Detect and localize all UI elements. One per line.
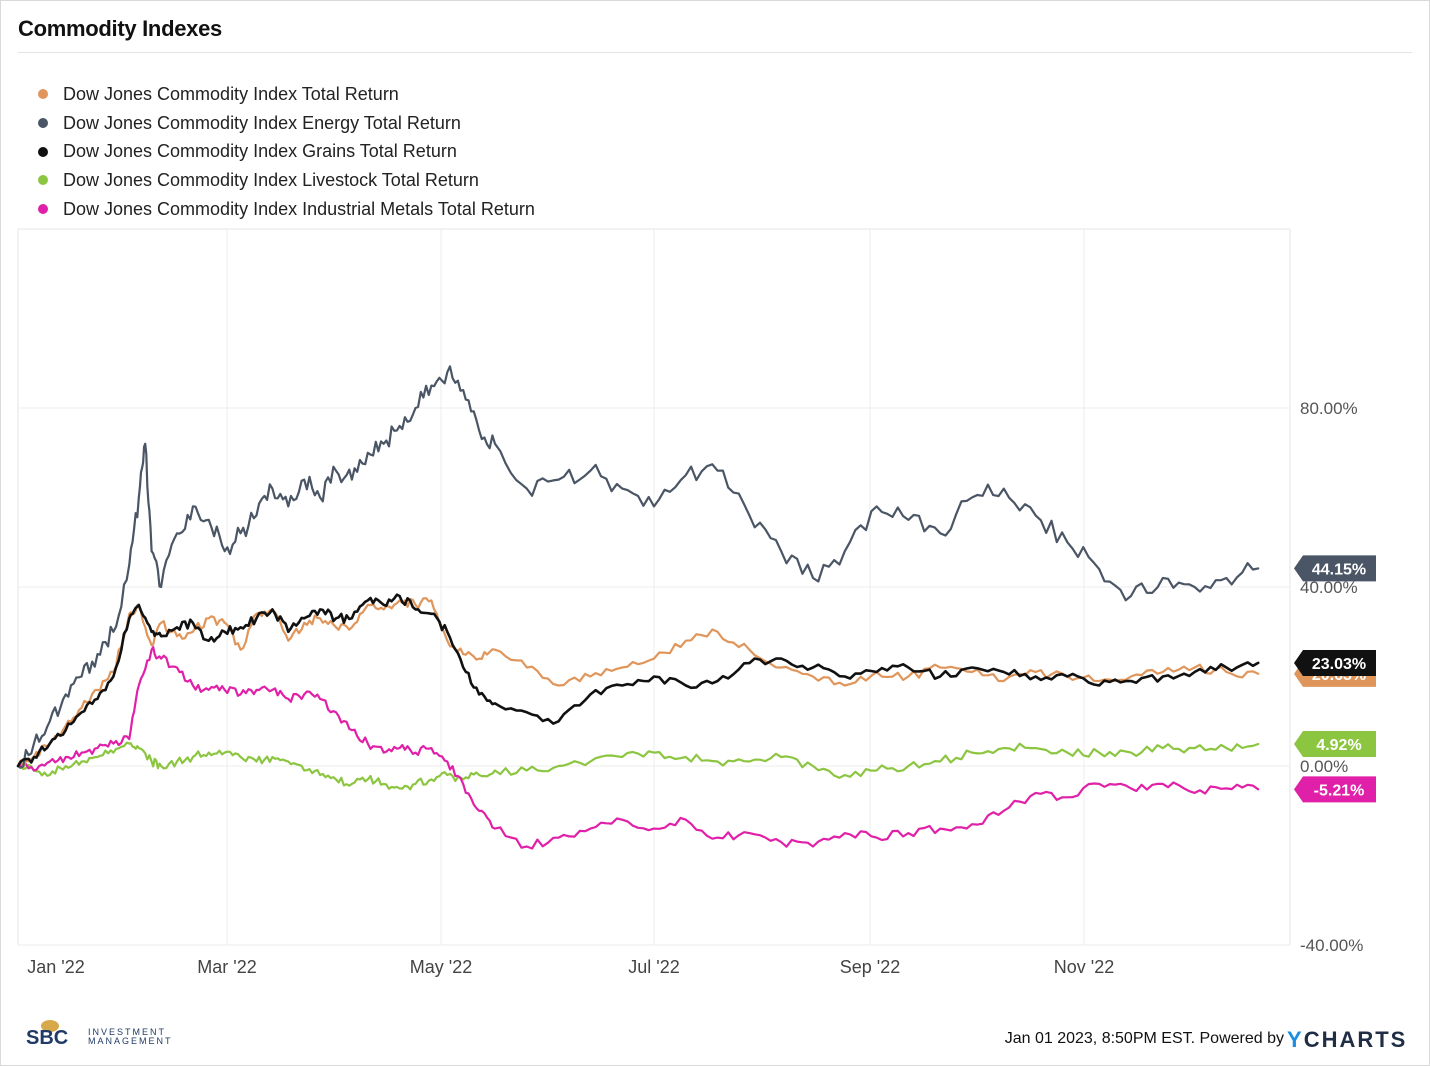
end-value-tag: 23.03% [1294, 649, 1376, 676]
legend-dot-icon [38, 146, 48, 157]
legend-item[interactable]: Dow Jones Commodity Index Energy Total R… [38, 109, 535, 138]
end-value-tag-shape [1294, 730, 1376, 757]
series-line[interactable] [16, 597, 1260, 769]
end-value-tag-shape [1294, 555, 1376, 582]
series-lines [16, 365, 1260, 850]
legend-item[interactable]: Dow Jones Commodity Index Total Return [38, 80, 535, 109]
ycharts-logo-text: CHARTS [1303, 1027, 1408, 1052]
x-tick-label: Nov '22 [1054, 957, 1114, 977]
end-value-tag: -5.21% [1294, 776, 1376, 803]
end-value-text: 44.15% [1312, 561, 1366, 578]
x-tick-label: Jan '22 [27, 957, 84, 977]
sbc-logo-line1: INVESTMENT [88, 1027, 166, 1037]
legend-dot-icon [38, 175, 48, 186]
y-tick-label: 40.00% [1300, 578, 1358, 597]
legend-label: Dow Jones Commodity Index Industrial Met… [63, 198, 535, 219]
ycharts-logo-y: Y [1287, 1027, 1304, 1052]
y-gridlines [18, 407, 1290, 946]
ycharts-logo[interactable]: YCHARTS [1287, 1027, 1407, 1053]
legend: Dow Jones Commodity Index Total Return Do… [38, 80, 535, 223]
y-tick-label: -40.00% [1300, 936, 1363, 955]
end-value-text: -5.21% [1314, 782, 1365, 799]
footer-timestamp: Jan 01 2023, 8:50PM EST. Powered by [1004, 1030, 1284, 1047]
end-value-text: 23.03% [1312, 656, 1366, 673]
series-line[interactable] [16, 645, 1260, 850]
legend-dot-icon [38, 204, 48, 215]
x-tick-label: Sep '22 [840, 957, 901, 977]
end-value-tag-shape [1294, 649, 1376, 676]
end-value-tag: 4.92% [1294, 730, 1376, 757]
legend-label: Dow Jones Commodity Index Energy Total R… [63, 112, 461, 133]
chart-title: Commodity Indexes [18, 16, 222, 41]
y-axis-ticks: 80.00% 40.00% 0.00% -40.00% [1300, 399, 1363, 955]
x-tick-label: Mar '22 [197, 957, 256, 977]
series-line[interactable] [16, 593, 1260, 768]
y-tick-label: 0.00% [1300, 757, 1348, 776]
title-divider [18, 52, 1412, 53]
end-value-tag-shape [1294, 776, 1376, 803]
end-value-labels: 20.63%44.15%23.03%4.92%-5.21% [1294, 555, 1376, 803]
sbc-logo-mark: SBC INVESTMENT MANAGEMENT [26, 1020, 173, 1049]
legend-item[interactable]: Dow Jones Commodity Index Grains Total R… [38, 137, 535, 166]
legend-label: Dow Jones Commodity Index Grains Total R… [63, 141, 457, 162]
legend-item[interactable]: Dow Jones Commodity Index Livestock Tota… [38, 166, 535, 195]
series-line[interactable] [16, 365, 1260, 769]
end-value-text: 4.92% [1316, 737, 1361, 754]
legend-label: Dow Jones Commodity Index Livestock Tota… [63, 169, 479, 190]
legend-label: Dow Jones Commodity Index Total Return [63, 83, 399, 104]
sbc-logo: SBC INVESTMENT MANAGEMENT [24, 1016, 194, 1053]
y-tick-label: 80.00% [1300, 399, 1358, 418]
legend-item[interactable]: Dow Jones Commodity Index Industrial Met… [38, 195, 535, 224]
sbc-logo-text: SBC [26, 1027, 68, 1048]
series-line[interactable] [16, 741, 1260, 791]
legend-dot-icon [38, 89, 48, 100]
x-tick-label: May '22 [410, 957, 472, 977]
sbc-logo-line2: MANAGEMENT [88, 1036, 173, 1046]
end-value-tag: 44.15% [1294, 555, 1376, 582]
x-tick-label: Jul '22 [628, 957, 679, 977]
legend-dot-icon [38, 118, 48, 129]
x-axis-ticks: Jan '22 Mar '22 May '22 Jul '22 Sep '22 Nov '… [27, 957, 1114, 977]
